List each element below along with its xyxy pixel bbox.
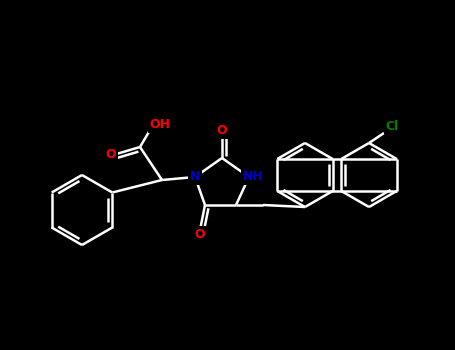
Text: O: O: [106, 148, 116, 161]
Text: Cl: Cl: [385, 119, 399, 133]
Text: NH: NH: [243, 170, 263, 183]
Text: OH: OH: [150, 119, 171, 132]
Text: N: N: [190, 170, 200, 183]
Text: O: O: [217, 125, 228, 138]
Text: O: O: [195, 228, 205, 240]
